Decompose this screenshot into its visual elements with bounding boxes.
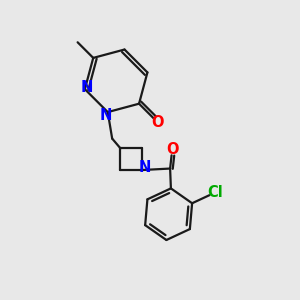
Text: O: O [151,115,164,130]
Text: N: N [139,160,151,175]
Text: N: N [81,80,93,95]
Text: N: N [100,108,112,123]
Text: Cl: Cl [208,185,223,200]
Text: O: O [167,142,179,157]
